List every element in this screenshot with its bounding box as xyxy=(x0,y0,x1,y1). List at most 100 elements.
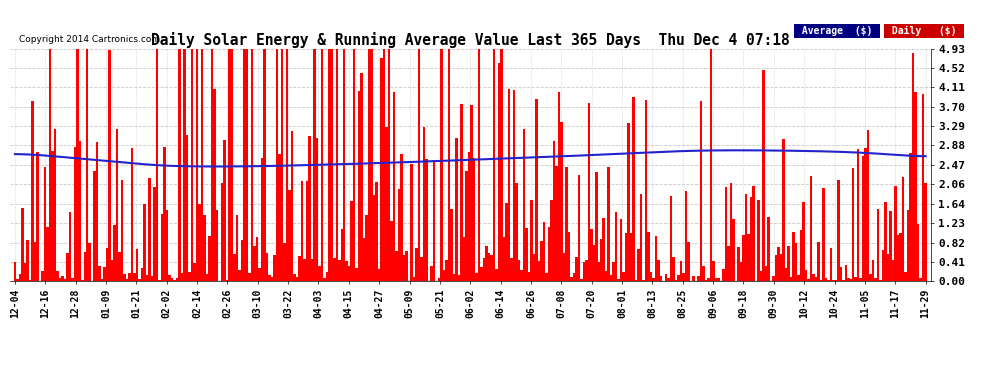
Bar xyxy=(234,254,236,281)
Bar xyxy=(196,49,198,281)
Bar xyxy=(643,280,644,281)
Bar xyxy=(538,261,541,281)
Bar xyxy=(171,278,173,281)
Bar xyxy=(545,273,547,281)
Bar xyxy=(431,266,433,281)
Bar xyxy=(42,271,44,281)
Bar xyxy=(655,236,657,281)
Bar xyxy=(592,246,595,281)
Bar xyxy=(365,215,368,281)
Bar xyxy=(590,229,592,281)
Bar xyxy=(134,273,136,281)
Bar xyxy=(49,49,51,281)
Bar xyxy=(610,274,613,281)
Bar xyxy=(191,49,193,281)
Bar xyxy=(188,272,191,281)
Bar xyxy=(812,274,815,281)
Bar xyxy=(530,200,533,281)
Bar xyxy=(697,276,700,281)
Bar xyxy=(116,129,119,281)
Bar xyxy=(910,153,912,281)
Bar xyxy=(805,270,807,281)
Bar xyxy=(733,219,735,281)
Bar xyxy=(311,259,313,281)
Bar xyxy=(273,255,275,281)
Bar xyxy=(723,269,725,281)
Bar xyxy=(902,177,905,281)
Bar xyxy=(56,271,58,281)
Bar xyxy=(443,270,446,281)
Bar xyxy=(620,219,623,281)
Bar xyxy=(570,277,572,281)
Bar xyxy=(316,138,318,281)
Bar xyxy=(93,171,96,281)
Bar xyxy=(380,57,383,281)
Bar xyxy=(198,204,201,281)
Bar xyxy=(98,267,101,281)
Bar xyxy=(905,272,907,281)
Bar xyxy=(897,235,899,281)
Bar xyxy=(623,272,625,281)
Bar xyxy=(457,275,460,281)
Bar xyxy=(475,273,478,281)
Bar xyxy=(575,257,577,281)
Bar xyxy=(894,186,897,281)
Bar xyxy=(495,268,498,281)
Bar xyxy=(155,49,158,281)
Bar xyxy=(884,202,887,281)
Bar xyxy=(747,234,749,281)
Bar xyxy=(520,270,523,281)
Bar xyxy=(742,235,744,281)
Bar xyxy=(892,260,894,281)
Bar xyxy=(201,49,203,281)
Bar xyxy=(206,274,208,281)
Bar xyxy=(246,49,248,281)
Bar xyxy=(480,267,483,281)
Bar xyxy=(441,49,443,281)
Bar xyxy=(600,238,603,281)
Bar xyxy=(141,268,144,281)
Bar xyxy=(759,272,762,281)
Bar xyxy=(842,280,844,281)
Bar xyxy=(503,237,505,281)
Bar xyxy=(541,241,543,281)
Bar xyxy=(283,243,285,281)
Bar xyxy=(168,274,171,281)
Bar xyxy=(83,252,86,281)
Bar xyxy=(712,261,715,281)
Bar xyxy=(478,49,480,281)
Bar xyxy=(208,236,211,281)
Bar xyxy=(920,278,922,281)
Bar xyxy=(350,201,353,281)
Bar xyxy=(692,276,695,281)
Bar xyxy=(465,171,467,281)
Bar xyxy=(321,49,323,281)
Bar xyxy=(428,280,431,281)
Bar xyxy=(348,266,350,281)
Bar xyxy=(640,194,643,281)
Bar xyxy=(615,212,618,281)
Bar xyxy=(47,226,49,281)
Bar xyxy=(129,273,131,281)
Bar xyxy=(550,200,552,281)
Bar xyxy=(306,181,308,281)
Bar xyxy=(710,49,712,281)
Bar xyxy=(837,180,840,281)
Bar xyxy=(797,275,800,281)
Bar xyxy=(730,183,733,281)
Bar xyxy=(343,49,346,281)
Bar xyxy=(887,254,889,281)
Bar xyxy=(51,151,53,281)
Bar xyxy=(258,268,260,281)
Bar xyxy=(278,154,280,281)
Bar xyxy=(705,280,707,281)
Bar xyxy=(460,104,462,281)
Bar xyxy=(88,243,91,281)
Bar xyxy=(53,129,56,281)
Bar xyxy=(163,147,166,281)
Bar xyxy=(146,276,148,281)
Bar xyxy=(595,172,598,281)
Bar xyxy=(764,266,767,281)
Bar xyxy=(331,49,333,281)
Bar xyxy=(291,131,293,281)
